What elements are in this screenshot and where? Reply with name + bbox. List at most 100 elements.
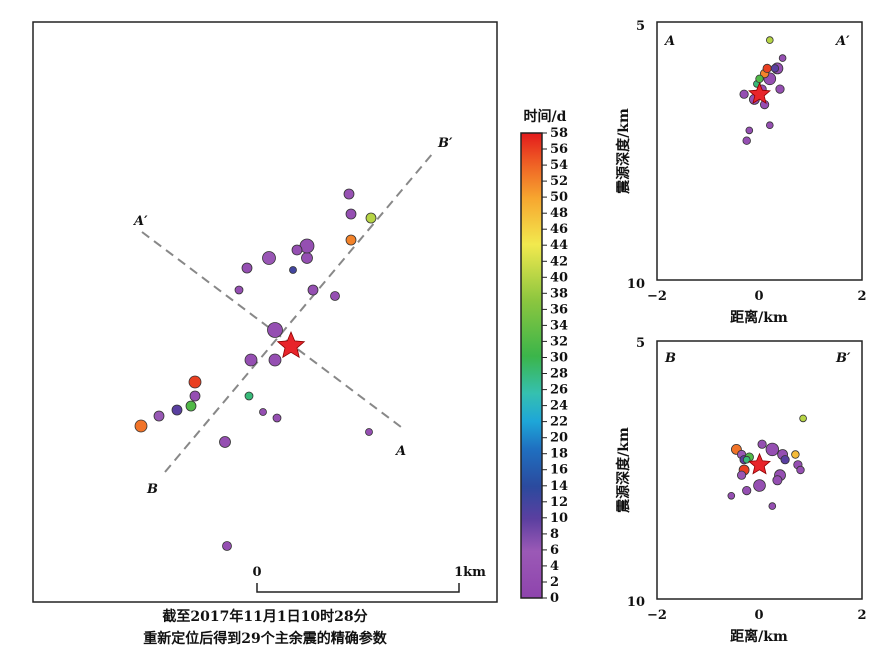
colorbar-gradient: [520, 132, 543, 599]
mainshock-star: [748, 452, 771, 475]
aftershock-point: [365, 428, 373, 436]
colorbar-tick-label: 12: [550, 495, 568, 510]
section-aa-left-label: A: [663, 34, 675, 49]
colorbar-tick-label: 10: [550, 511, 568, 526]
aftershock-point: [171, 404, 183, 416]
mainshock-star: [748, 82, 771, 104]
colorbar-tick-label: 36: [550, 302, 568, 317]
profile-line-bb: [164, 152, 434, 473]
aftershock-point: [765, 442, 780, 457]
aftershock-point: [780, 455, 790, 465]
aftershock-point: [796, 465, 805, 475]
aftershock-point: [768, 502, 777, 510]
colorbar-tick-label: 42: [550, 254, 568, 269]
aftershock-point: [268, 353, 282, 367]
scalebar-line: [256, 583, 460, 593]
aftershock-point: [343, 188, 355, 200]
aftershock-point: [234, 285, 244, 295]
aftershock-point: [259, 408, 267, 416]
section-aa-xtick-mid: 0: [754, 289, 763, 304]
colorbar-tick-label: 48: [550, 206, 568, 221]
colorbar-tick-label: 16: [550, 463, 568, 478]
aftershock-point: [219, 436, 231, 448]
aftershock-point: [262, 251, 276, 265]
caption-line-1: 截至2017年11月1日10时28分: [162, 608, 367, 625]
section-bb-xtick-left: −2: [647, 608, 667, 623]
aftershock-point: [742, 136, 751, 145]
label-a-prime: A′: [132, 214, 148, 229]
section-bb-right-label: B′: [835, 351, 851, 366]
aftershock-point: [291, 244, 303, 256]
aftershock-point: [799, 414, 807, 423]
aftershock-point: [765, 121, 774, 129]
aftershock-point: [770, 64, 780, 73]
section-bb-ytick-bottom: 10: [627, 595, 645, 610]
aftershock-point: [742, 455, 751, 464]
colorbar-tick-label: 4: [550, 559, 559, 574]
section-aa-points: [739, 36, 787, 145]
aftershock-point: [222, 541, 232, 551]
scalebar-end-label: 1km: [454, 565, 486, 580]
colorbar-tick-label: 8: [550, 527, 559, 542]
mainshock-star: [276, 330, 306, 359]
section-aa-ytick-bottom: 10: [627, 277, 645, 292]
map-panel: A′ A B′ B 0 1km: [32, 21, 498, 603]
colorbar-tick-label: 14: [550, 479, 568, 494]
label-a: A: [394, 444, 406, 459]
aftershock-point: [742, 485, 752, 496]
colorbar-tick-label: 0: [550, 591, 559, 606]
aftershock-point: [134, 419, 148, 433]
colorbar-tick-label: 40: [550, 270, 568, 285]
aftershock-point: [241, 262, 253, 274]
section-bb-xlabel: 距离/km: [730, 628, 788, 645]
colorbar-tick-label: 28: [550, 367, 568, 382]
section-bb-xtick-mid: 0: [754, 608, 763, 623]
aftershock-point: [755, 74, 764, 83]
aftershock-point: [762, 63, 772, 74]
aftershock-point: [775, 84, 785, 94]
colorbar-title: 时间/d: [524, 108, 567, 125]
section-bb-ylabel: 震源深度/km: [615, 427, 632, 514]
aftershock-point: [345, 234, 357, 246]
aftershock-point: [330, 291, 340, 301]
map-points: [134, 188, 377, 551]
aftershock-point: [153, 410, 165, 422]
aftershock-point: [345, 208, 357, 220]
aftershock-point: [185, 400, 197, 412]
colorbar-tick-label: 44: [550, 238, 568, 253]
colorbar-tick-label: 24: [550, 399, 568, 414]
section-aa-ylabel: 震源深度/km: [615, 108, 632, 195]
colorbar: 时间/d 02468101214161820222426283032343638…: [520, 108, 568, 606]
scalebar-start-label: 0: [252, 565, 261, 580]
colorbar-tick-label: 56: [550, 142, 568, 157]
aftershock-point: [189, 390, 201, 402]
colorbar-tick-label: 50: [550, 190, 568, 205]
colorbar-tick-label: 46: [550, 222, 568, 237]
colorbar-tick-label: 38: [550, 286, 568, 301]
colorbar-tick-label: 18: [550, 447, 568, 462]
aftershock-point: [753, 479, 766, 492]
colorbar-tick-label: 20: [550, 431, 568, 446]
aftershock-point: [301, 252, 313, 264]
label-b-prime: B′: [437, 136, 453, 151]
section-aa-ytick-top: 5: [636, 19, 645, 34]
aftershock-point: [267, 322, 283, 338]
aftershock-point: [772, 475, 783, 486]
section-aa-xtick-right: 2: [857, 289, 866, 304]
colorbar-tick-label: 6: [550, 543, 559, 558]
colorbar-tick-label: 30: [550, 351, 568, 366]
aftershock-point: [365, 212, 377, 224]
section-bb-ytick-top: 5: [636, 336, 645, 351]
profile-line-aa: [141, 231, 406, 431]
aftershock-point: [307, 284, 319, 296]
aftershock-point: [739, 89, 749, 99]
aftershock-point: [757, 439, 767, 449]
aftershock-point: [188, 375, 202, 389]
aftershock-point: [244, 353, 258, 367]
map-frame: [32, 21, 498, 603]
section-bb-left-label: B: [664, 351, 676, 366]
colorbar-tick-label: 2: [550, 575, 559, 590]
section-aa-right-label: A′: [834, 34, 850, 49]
section-aa-xlabel: 距离/km: [730, 309, 788, 326]
